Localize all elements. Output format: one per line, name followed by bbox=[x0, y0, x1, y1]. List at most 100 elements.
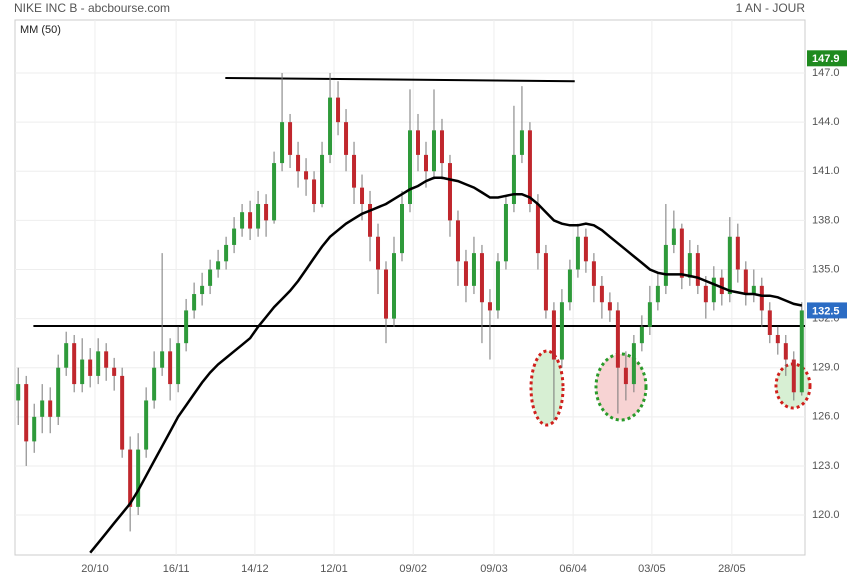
plot-frame bbox=[14, 19, 806, 556]
price-tag bbox=[807, 302, 847, 319]
candle-body bbox=[479, 253, 484, 303]
candle-body bbox=[376, 236, 381, 270]
candle-body bbox=[447, 163, 452, 221]
candle-body bbox=[799, 310, 804, 393]
candle-body bbox=[591, 261, 596, 286]
y-tick-label: 138.0 bbox=[812, 214, 840, 226]
candle-body bbox=[184, 310, 189, 344]
candle-body bbox=[695, 253, 700, 286]
candle-body bbox=[384, 269, 389, 319]
x-tick-label: 03/05 bbox=[638, 563, 666, 575]
candle-body bbox=[192, 294, 197, 311]
candle-body bbox=[471, 253, 476, 286]
x-tick-label: 16/11 bbox=[163, 563, 190, 575]
chart-period: 1 AN - JOUR bbox=[736, 1, 806, 15]
x-tick-label: 14/12 bbox=[241, 563, 269, 575]
candle-body bbox=[511, 154, 516, 205]
candle-body bbox=[56, 367, 61, 417]
candle-body bbox=[487, 302, 492, 311]
candle-body bbox=[136, 449, 141, 507]
candle-body bbox=[72, 343, 77, 385]
candle-body bbox=[32, 416, 37, 442]
y-tick-label: 126.0 bbox=[812, 411, 840, 423]
candle-body bbox=[248, 212, 253, 229]
candle-body bbox=[328, 97, 333, 155]
candle-body bbox=[503, 204, 508, 262]
candle-body bbox=[671, 228, 676, 245]
candle-body bbox=[703, 285, 708, 303]
moving-average-line bbox=[89, 176, 803, 554]
candle-body bbox=[176, 343, 181, 385]
candle-body bbox=[160, 351, 165, 368]
candle-body bbox=[408, 130, 412, 205]
candle-body bbox=[48, 400, 53, 417]
chart-title: NIKE INC B - abcbourse.com bbox=[14, 1, 170, 15]
candle-body bbox=[120, 375, 125, 450]
candle-body bbox=[759, 285, 764, 311]
candle-body bbox=[543, 253, 548, 311]
y-tick-label: 123.0 bbox=[812, 460, 840, 472]
candle-body bbox=[735, 236, 740, 270]
candle-body bbox=[88, 359, 93, 376]
candle-body bbox=[64, 343, 69, 368]
candle-body bbox=[16, 384, 21, 401]
candle-body bbox=[631, 343, 636, 385]
candle-body bbox=[775, 334, 780, 344]
candle-body bbox=[216, 261, 221, 270]
price-tag-label: 147.9 bbox=[812, 53, 840, 65]
candle-body bbox=[208, 269, 213, 286]
candle-body bbox=[711, 277, 716, 303]
legend-entry: MM (50) bbox=[20, 24, 61, 36]
highlight-ellipse bbox=[594, 352, 648, 422]
candle-body bbox=[112, 367, 117, 376]
candle-body bbox=[647, 302, 652, 327]
candle-body bbox=[264, 204, 269, 221]
candle-body bbox=[783, 343, 788, 360]
candle-body bbox=[128, 449, 133, 507]
x-tick-label: 28/05 bbox=[718, 563, 746, 575]
y-tick-label: 141.0 bbox=[812, 165, 840, 177]
candle-body bbox=[240, 212, 245, 229]
candle-body bbox=[320, 154, 325, 205]
candle-body bbox=[288, 122, 293, 155]
candle-body bbox=[615, 310, 620, 368]
candle-body bbox=[663, 244, 668, 286]
candle-body bbox=[495, 261, 500, 311]
candle-body bbox=[559, 302, 564, 360]
price-tag bbox=[807, 50, 847, 67]
candle-body bbox=[431, 130, 436, 172]
candle-body bbox=[392, 253, 397, 319]
candle-body bbox=[200, 285, 205, 295]
candle-body bbox=[551, 310, 556, 360]
candle-body bbox=[655, 285, 660, 303]
x-tick-label: 12/01 bbox=[320, 563, 348, 575]
candle-body bbox=[232, 228, 237, 245]
candle-body bbox=[519, 130, 524, 155]
y-tick-label: 129.0 bbox=[812, 362, 840, 374]
candle-body bbox=[296, 154, 301, 172]
candle-body bbox=[368, 204, 373, 237]
candle-body bbox=[751, 285, 756, 295]
highlight-ellipse bbox=[529, 349, 565, 427]
candle-body bbox=[40, 400, 45, 417]
candle-body bbox=[400, 204, 405, 254]
trend-line bbox=[225, 76, 575, 83]
candle-body bbox=[415, 130, 420, 155]
candle-body bbox=[767, 310, 772, 335]
candle-body bbox=[687, 253, 692, 278]
candle-body bbox=[344, 122, 349, 155]
candle-body bbox=[567, 269, 572, 303]
candle-body bbox=[168, 351, 173, 385]
grid bbox=[15, 20, 805, 555]
candle-body bbox=[360, 187, 365, 205]
candle-body bbox=[599, 285, 604, 303]
candle-body bbox=[527, 130, 532, 205]
candle-body bbox=[679, 228, 684, 278]
candle-body bbox=[24, 384, 29, 442]
candle-body bbox=[583, 236, 588, 262]
x-tick-label: 06/04 bbox=[559, 563, 587, 575]
candle-body bbox=[623, 367, 628, 385]
y-tick-label: 144.0 bbox=[812, 116, 840, 128]
candle-body bbox=[352, 154, 357, 188]
